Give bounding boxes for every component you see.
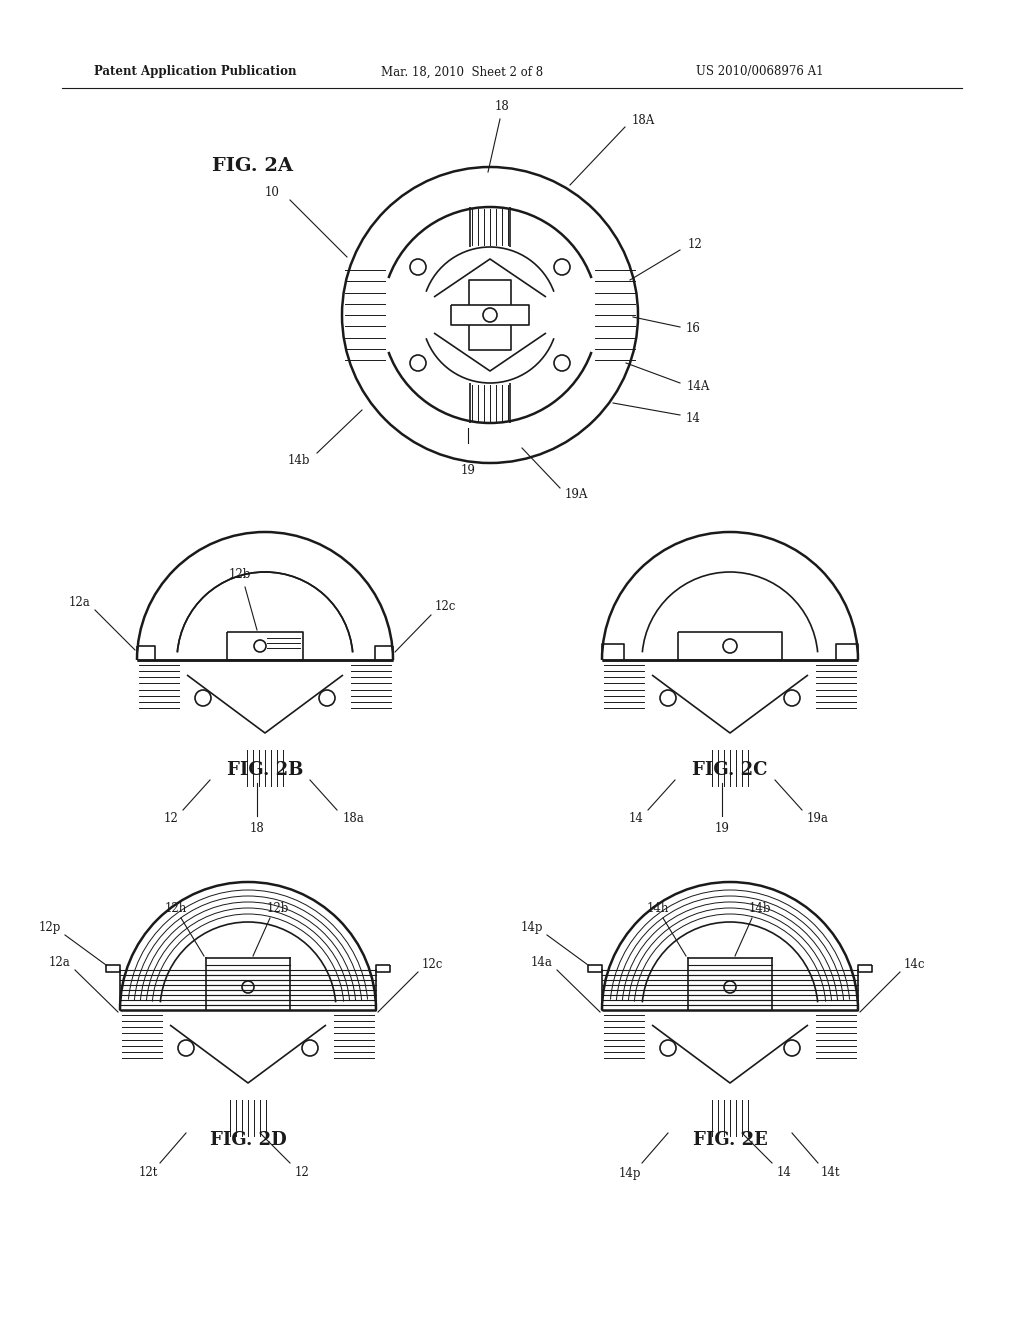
Text: 14h: 14h (647, 902, 670, 915)
Text: 18a: 18a (342, 812, 364, 825)
Text: 14c: 14c (903, 957, 925, 970)
Text: 12: 12 (295, 1167, 309, 1180)
Text: 14: 14 (776, 1167, 792, 1180)
Text: FIG. 2E: FIG. 2E (692, 1131, 767, 1148)
Text: FIG. 2B: FIG. 2B (226, 762, 303, 779)
Text: Patent Application Publication: Patent Application Publication (94, 66, 296, 78)
Text: 14p: 14p (521, 920, 544, 933)
Text: 12h: 12h (165, 902, 187, 915)
Text: 12: 12 (688, 239, 702, 252)
Text: 18: 18 (495, 100, 509, 114)
Text: 14a: 14a (531, 956, 553, 969)
Text: 19a: 19a (807, 812, 829, 825)
Text: 19A: 19A (564, 488, 588, 502)
Text: US 2010/0068976 A1: US 2010/0068976 A1 (696, 66, 823, 78)
Text: 18: 18 (250, 821, 264, 834)
Text: 18A: 18A (632, 115, 654, 128)
Text: 14p: 14p (618, 1167, 641, 1180)
Text: 12a: 12a (49, 956, 71, 969)
Text: 14b: 14b (749, 902, 771, 915)
Text: 19: 19 (461, 465, 475, 478)
Text: 12a: 12a (69, 595, 90, 609)
Text: 19: 19 (715, 821, 729, 834)
Text: 12b: 12b (228, 569, 251, 582)
Text: 10: 10 (264, 186, 280, 198)
Text: 12c: 12c (421, 957, 442, 970)
Text: FIG. 2C: FIG. 2C (692, 762, 768, 779)
Text: 14: 14 (629, 812, 643, 825)
Text: Mar. 18, 2010  Sheet 2 of 8: Mar. 18, 2010 Sheet 2 of 8 (381, 66, 543, 78)
Text: FIG. 2D: FIG. 2D (210, 1131, 287, 1148)
Text: 14b: 14b (288, 454, 310, 467)
Text: 12c: 12c (434, 601, 456, 614)
Text: 12b: 12b (267, 902, 289, 915)
Text: 14A: 14A (686, 380, 710, 393)
Text: 14t: 14t (820, 1167, 840, 1180)
Text: 16: 16 (685, 322, 700, 335)
Text: 14: 14 (685, 412, 700, 425)
Text: FIG. 2A: FIG. 2A (212, 157, 293, 176)
Text: 12t: 12t (138, 1167, 158, 1180)
Text: 12p: 12p (39, 920, 61, 933)
Text: 12: 12 (164, 812, 178, 825)
